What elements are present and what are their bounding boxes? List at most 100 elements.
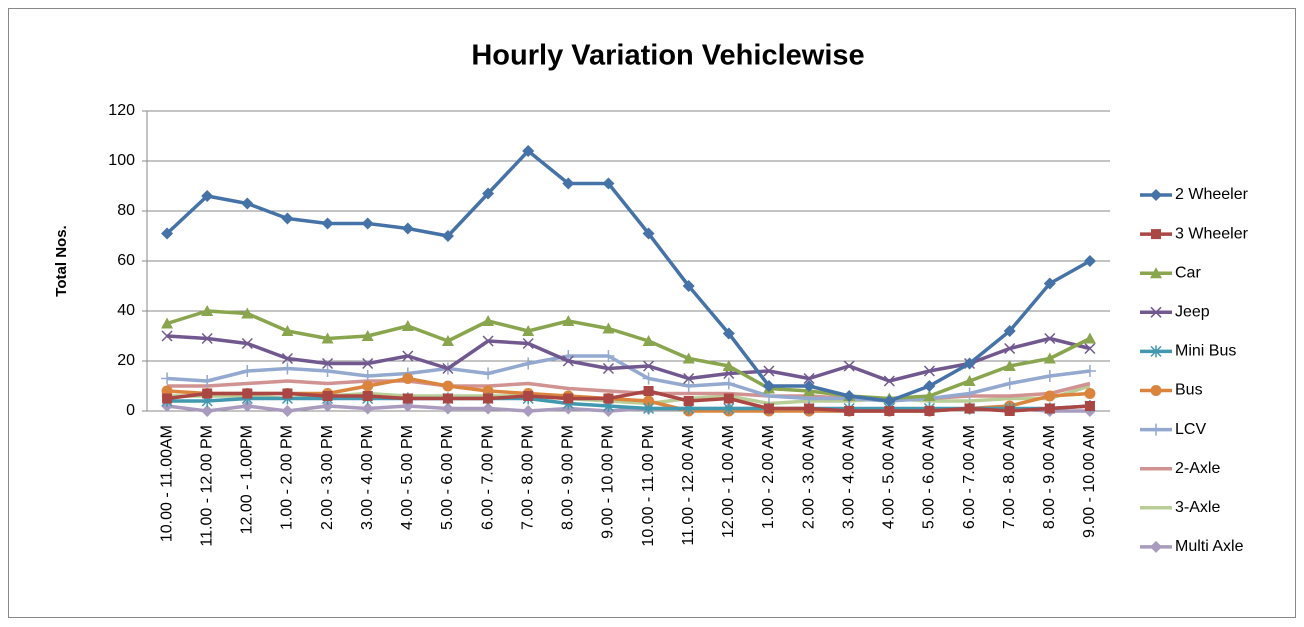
marker bbox=[281, 362, 294, 375]
series bbox=[161, 305, 1096, 404]
legend-marker bbox=[1150, 385, 1162, 396]
legend-label: Car bbox=[1175, 264, 1201, 281]
marker bbox=[1083, 365, 1096, 377]
marker bbox=[1043, 370, 1056, 382]
series-line bbox=[167, 396, 1091, 411]
legend-marker bbox=[1150, 189, 1162, 201]
marker bbox=[682, 280, 695, 292]
marker bbox=[522, 145, 535, 157]
marker bbox=[201, 190, 214, 202]
marker bbox=[883, 375, 895, 387]
marker bbox=[763, 403, 774, 414]
marker bbox=[281, 405, 294, 417]
marker bbox=[241, 337, 253, 350]
x-tick-label: 7.00 - 8.00 PM bbox=[519, 425, 536, 530]
marker bbox=[482, 367, 495, 380]
legend-label: 2-Axle bbox=[1175, 460, 1220, 477]
legend-marker bbox=[1150, 345, 1162, 358]
marker bbox=[482, 187, 495, 200]
marker bbox=[643, 402, 655, 415]
marker bbox=[642, 372, 655, 385]
marker bbox=[361, 330, 374, 341]
marker bbox=[321, 332, 334, 344]
marker bbox=[1004, 406, 1015, 416]
marker bbox=[281, 352, 293, 365]
marker bbox=[1004, 342, 1016, 355]
marker bbox=[161, 330, 173, 342]
x-tick-label: 1.00 - 2.00 PM bbox=[279, 425, 296, 530]
marker bbox=[402, 393, 413, 404]
marker bbox=[642, 335, 655, 346]
marker bbox=[603, 393, 614, 404]
series-line bbox=[166, 334, 1091, 383]
marker bbox=[804, 403, 815, 414]
marker bbox=[161, 372, 174, 385]
legend-marker bbox=[1150, 423, 1162, 436]
marker bbox=[201, 305, 214, 316]
marker bbox=[321, 365, 334, 377]
marker bbox=[562, 315, 575, 326]
marker bbox=[441, 402, 454, 415]
x-tick-label: 4.00 - 5.00 PM bbox=[399, 425, 416, 530]
marker bbox=[1083, 255, 1096, 267]
marker bbox=[362, 380, 374, 392]
marker bbox=[643, 360, 655, 372]
series bbox=[161, 145, 1096, 407]
marker bbox=[682, 352, 695, 364]
x-tick-label: 5.00 - 6.00 PM bbox=[439, 425, 456, 530]
marker bbox=[602, 322, 615, 334]
marker bbox=[563, 393, 574, 404]
marker bbox=[361, 370, 374, 382]
marker bbox=[241, 365, 254, 377]
legend-marker bbox=[1150, 306, 1162, 318]
legend-label: LCV bbox=[1175, 421, 1206, 438]
marker bbox=[401, 320, 414, 331]
marker bbox=[1044, 390, 1056, 402]
marker bbox=[522, 325, 535, 336]
x-tick-label: 8.00 - 9.00 PM bbox=[560, 425, 577, 530]
marker bbox=[562, 177, 575, 190]
marker bbox=[1043, 352, 1056, 364]
marker bbox=[722, 377, 735, 390]
marker bbox=[482, 315, 495, 326]
y-tick-label: 100 bbox=[108, 152, 135, 169]
marker bbox=[602, 362, 614, 375]
legend-label: Mini Bus bbox=[1175, 343, 1236, 360]
x-tick-label: 11.00 - 12.00 PM bbox=[198, 425, 215, 547]
legend-label: 3 Wheeler bbox=[1175, 225, 1249, 242]
marker bbox=[1084, 342, 1096, 355]
y-tick-label: 0 bbox=[126, 402, 135, 419]
marker bbox=[924, 406, 935, 416]
series bbox=[162, 386, 1095, 416]
marker bbox=[401, 222, 414, 235]
marker bbox=[1084, 401, 1095, 411]
marker bbox=[523, 391, 534, 401]
legend-marker bbox=[1151, 229, 1161, 240]
x-tick-label: 10.00 - 11.00AM bbox=[158, 425, 175, 542]
marker bbox=[282, 388, 293, 399]
marker bbox=[241, 197, 254, 210]
x-tick-label: 9.00 - 10.00 AM bbox=[1081, 425, 1098, 538]
marker bbox=[844, 406, 855, 416]
marker bbox=[683, 396, 694, 406]
x-tick-label: 2.00 - 3.00 PM bbox=[319, 425, 336, 530]
chart-title: Hourly Variation Vehiclewise bbox=[471, 40, 864, 72]
legend-label: 3-Axle bbox=[1175, 499, 1220, 516]
marker bbox=[281, 212, 294, 225]
marker bbox=[442, 380, 454, 392]
legend-label: Multi Axle bbox=[1175, 538, 1244, 555]
marker bbox=[723, 402, 735, 415]
series bbox=[161, 330, 1096, 387]
marker bbox=[241, 400, 254, 412]
x-tick-label: 5.00 - 6.00 AM bbox=[921, 425, 938, 529]
marker bbox=[883, 395, 896, 407]
marker bbox=[723, 393, 734, 404]
x-tick-label: 1.00 - 2.00 AM bbox=[760, 425, 777, 529]
legend-label: 2 Wheeler bbox=[1175, 186, 1249, 203]
marker bbox=[522, 337, 534, 350]
marker bbox=[362, 391, 373, 401]
x-tick-label: 12.00 - 1.00 AM bbox=[720, 425, 737, 538]
marker bbox=[843, 360, 855, 372]
y-tick-label: 60 bbox=[117, 252, 135, 269]
